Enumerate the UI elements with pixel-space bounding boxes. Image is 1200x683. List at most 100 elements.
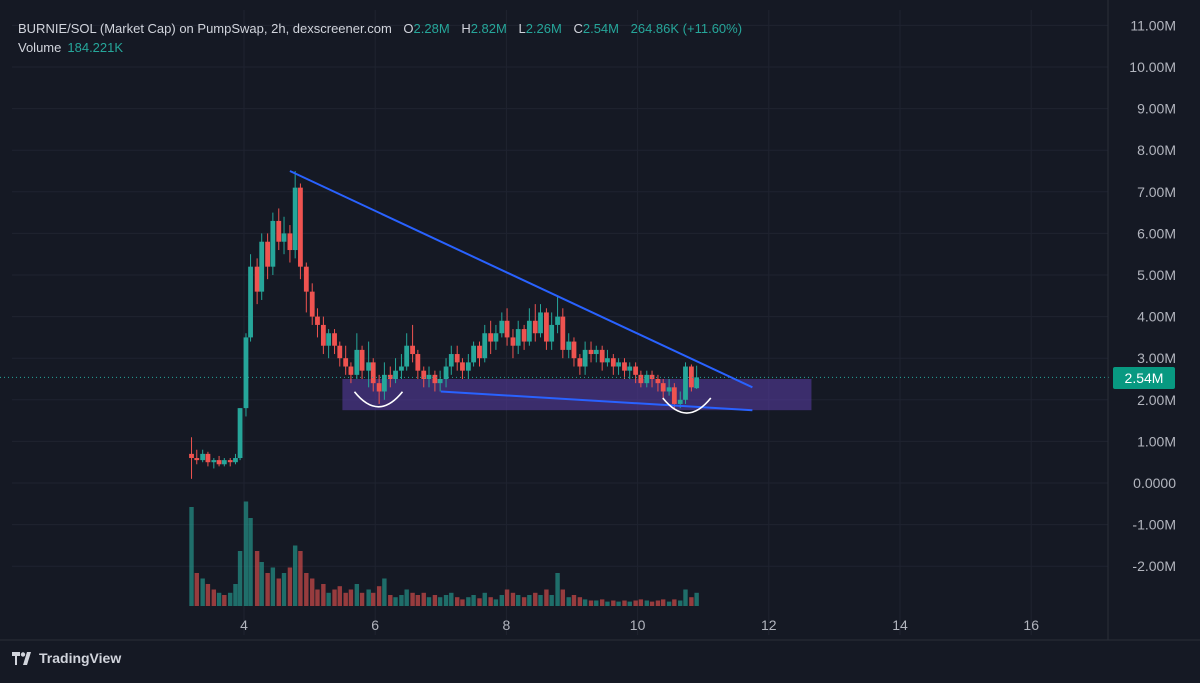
candle-body <box>292 187 298 251</box>
candle <box>221 458 227 467</box>
candle-body <box>599 349 605 363</box>
volume-bar <box>538 595 543 606</box>
y-tick-label: 8.00M <box>1137 142 1176 158</box>
candle <box>415 349 421 379</box>
symbol-title: BURNIE/SOL (Market Cap) on PumpSwap, 2h,… <box>18 21 392 36</box>
candle-body <box>482 333 488 359</box>
high-key: H <box>461 21 471 36</box>
candle-body <box>460 362 465 371</box>
volume-bar <box>533 592 538 606</box>
volume-bar <box>337 586 342 606</box>
candle-body <box>376 383 382 392</box>
y-tick-label: 11.00M <box>1130 17 1176 33</box>
volume-bar <box>376 586 382 606</box>
volume-bar <box>689 597 694 606</box>
candle <box>298 183 303 280</box>
volume-bar <box>432 595 438 606</box>
candle-body <box>370 362 376 384</box>
volume-bar <box>655 600 661 606</box>
candle-body <box>348 366 354 375</box>
volume-bar <box>477 598 482 606</box>
candle <box>566 333 572 359</box>
volume-bar <box>205 584 211 606</box>
candle <box>577 354 583 375</box>
trendline-support <box>440 390 753 412</box>
volume-bar <box>200 578 205 606</box>
candle-body <box>326 333 332 346</box>
candle-body <box>281 233 287 242</box>
volume-bar <box>404 589 409 606</box>
candle <box>227 458 233 467</box>
candle <box>381 362 387 400</box>
candle <box>515 320 521 355</box>
candle <box>633 362 639 384</box>
candle <box>510 329 516 359</box>
candle-body <box>200 453 206 461</box>
candle-body <box>211 460 217 463</box>
volume-bar <box>321 584 326 606</box>
volume-bar <box>222 595 227 606</box>
candle-body <box>521 329 527 342</box>
candle <box>410 324 415 363</box>
volume-bar <box>343 592 348 606</box>
candle-body <box>488 333 494 342</box>
drawings <box>0 170 1110 414</box>
volume-bar <box>211 589 217 606</box>
candle-body <box>465 362 471 371</box>
volume-bar <box>194 573 199 606</box>
volume-bar <box>388 595 393 606</box>
volume-bar <box>599 599 605 606</box>
volume-bar <box>605 601 610 606</box>
candle-body <box>276 220 282 242</box>
y-tick-label: 10.00M <box>1129 59 1176 75</box>
volume-bar <box>281 573 287 606</box>
volume-bar <box>189 507 194 606</box>
candle <box>399 354 404 379</box>
volume-bar <box>544 589 549 606</box>
candle-body <box>622 362 627 371</box>
volume-bar <box>287 567 293 606</box>
volume-bar <box>666 601 672 606</box>
candle <box>376 374 382 404</box>
volume-bar <box>443 595 449 606</box>
candle-body <box>270 220 276 267</box>
candle <box>599 345 605 371</box>
candle-body <box>448 354 454 367</box>
candle <box>370 358 376 392</box>
volume-bar <box>382 578 387 606</box>
axes: 11.00M 10.00M 9.00M 8.00M 7.00M 6.00M 5.00M 4.0… <box>0 0 1200 641</box>
volume-bar <box>326 592 331 606</box>
tradingview-logo[interactable]: TradingView <box>12 650 121 666</box>
candle-body <box>504 320 510 338</box>
volume-bar <box>633 600 638 606</box>
candle-body <box>683 366 688 400</box>
candle-body <box>605 358 610 363</box>
y-tick-label: 0.0000 <box>1133 475 1176 491</box>
volume-bar <box>678 600 683 606</box>
candle <box>521 324 527 350</box>
candle <box>482 324 488 363</box>
trendline-resistance <box>289 170 753 389</box>
candle-body <box>437 379 443 384</box>
candle-body <box>381 374 387 392</box>
volume-bar <box>672 599 677 606</box>
candle-body <box>315 316 320 325</box>
volume-bar <box>410 592 415 606</box>
low-value: 2.26M <box>525 21 562 36</box>
candle <box>320 316 326 355</box>
candle-body <box>443 366 449 379</box>
grid-lines <box>12 10 1108 635</box>
y-tick-label: 4.00M <box>1137 309 1176 325</box>
candle <box>465 354 471 379</box>
volume-bar <box>270 567 276 606</box>
candle <box>493 324 499 350</box>
candle-body <box>337 345 343 359</box>
volume-bar <box>315 589 320 606</box>
x-tick-label: 14 <box>892 617 908 633</box>
candle <box>544 308 549 350</box>
candle <box>270 212 276 275</box>
candle-body <box>638 374 644 384</box>
volume-bar <box>516 595 521 606</box>
